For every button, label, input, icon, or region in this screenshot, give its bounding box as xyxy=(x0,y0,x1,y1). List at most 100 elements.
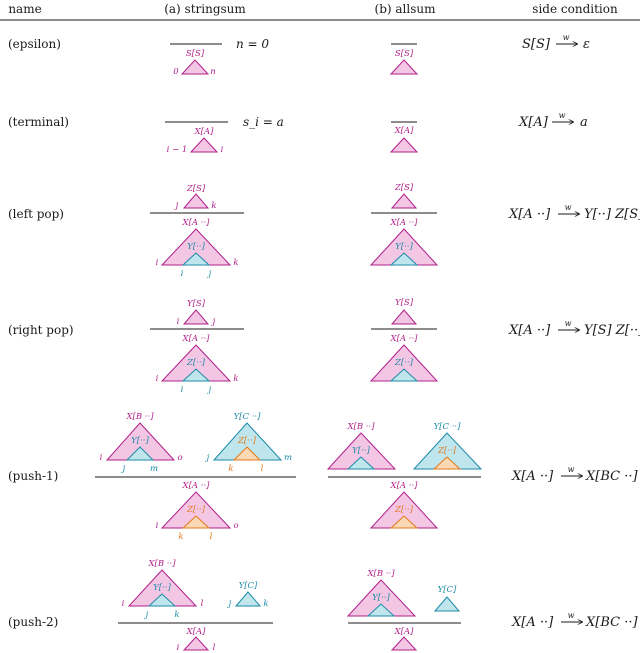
premise2-label: Y[C] xyxy=(438,585,457,595)
premise2-span-right: k xyxy=(263,599,268,609)
top-triangle xyxy=(182,193,210,209)
item-triangle xyxy=(389,137,419,153)
inner-label: Z[··] xyxy=(394,358,414,368)
header-side-condition: side condition xyxy=(532,2,618,16)
item-label: S[S] xyxy=(186,49,205,59)
item-triangle xyxy=(182,636,210,651)
premise1-inner-label: Y[··] xyxy=(131,436,149,446)
item-label: X[A ··] xyxy=(182,334,211,344)
cond-lhs: X[A] xyxy=(518,115,549,130)
cond-rhs: Y[S] Z[··] xyxy=(584,323,640,338)
premise1-label: X[B ··] xyxy=(147,559,176,569)
cond-weight: w xyxy=(559,111,566,120)
top-triangle xyxy=(182,309,210,325)
inner-span-left: i xyxy=(181,269,184,279)
premise1-inner-label: Y[··] xyxy=(372,593,390,603)
premise1-inner-span-left: j xyxy=(121,464,126,474)
span-left: i − 1 xyxy=(167,145,188,155)
span-right: l xyxy=(213,643,216,653)
top-span-right: j xyxy=(211,317,216,327)
inner-label: Y[··] xyxy=(187,242,205,252)
top-span-left: i xyxy=(177,317,180,327)
premise2-triangle xyxy=(433,596,461,612)
premise2-span-left: j xyxy=(205,453,210,463)
cond-weight: w xyxy=(568,465,575,474)
top-item-label: Z[S] xyxy=(186,184,206,194)
premise2-label: Y[C ··] xyxy=(434,422,462,432)
cond-lhs: X[A ··] xyxy=(508,207,551,222)
inner-span-right: l xyxy=(210,532,213,542)
outer-span-left: i xyxy=(156,258,159,268)
top-span-right: k xyxy=(211,201,216,211)
inner-triangle xyxy=(181,368,211,382)
top-triangle xyxy=(390,193,418,209)
cond-rhs: X[BC ··] xyxy=(585,615,638,630)
premise1-inner-triangle xyxy=(366,603,396,617)
cond-rhs: a xyxy=(580,115,588,130)
cond-lhs: S[S] xyxy=(522,37,551,52)
item-label: X[A ··] xyxy=(182,481,211,491)
premise2-triangle xyxy=(234,591,262,607)
inner-span-left: i xyxy=(181,385,184,395)
item-label: X[A ··] xyxy=(182,218,211,228)
cond-lhs: X[A ··] xyxy=(511,469,554,484)
item-label: X[A ··] xyxy=(390,334,419,344)
premise1-inner-span-right: k xyxy=(174,610,179,620)
outer-span-right: k xyxy=(233,374,238,384)
top-item-label: Y[S] xyxy=(187,299,206,309)
premise1-span-left: i xyxy=(122,599,125,609)
span-left: 0 xyxy=(173,67,179,77)
item-label: X[A] xyxy=(394,126,415,136)
premise2-inner-label: Z[··] xyxy=(237,436,257,446)
inner-triangle xyxy=(389,368,419,382)
row-label-push-1: (push-1) xyxy=(8,469,58,483)
inner-label: Z[··] xyxy=(186,358,206,368)
item-triangle xyxy=(390,636,418,651)
premise2-inner-triangle xyxy=(232,446,262,461)
row-label-right-pop: (right pop) xyxy=(8,323,74,337)
premise1-label: X[B ··] xyxy=(346,422,375,432)
cond-rhs: ε xyxy=(583,37,590,52)
premise1-inner-triangle xyxy=(147,593,177,607)
item-triangle xyxy=(389,59,419,75)
inner-label: Y[··] xyxy=(395,242,413,252)
premise2-label: Y[C] xyxy=(239,581,258,591)
inner-label: Z[··] xyxy=(186,505,206,515)
inner-span-right: j xyxy=(207,269,212,279)
item-label: X[A] xyxy=(394,627,415,637)
row-label-left-pop: (left pop) xyxy=(8,207,64,221)
premise2-inner-label: Z[··] xyxy=(437,446,457,456)
span-left: i xyxy=(177,643,180,653)
premise2-span-right: m xyxy=(284,453,292,463)
inner-triangle xyxy=(181,252,211,266)
inner-span-right: j xyxy=(207,385,212,395)
premise1-inner-label: Y[··] xyxy=(352,446,370,456)
span-right: n xyxy=(210,67,215,77)
cond-rhs: Y[··] Z[S] xyxy=(584,207,640,222)
premise1-inner-triangle xyxy=(346,456,376,470)
premise: s_i = a xyxy=(243,115,284,129)
inner-triangle xyxy=(181,515,211,529)
item-triangle xyxy=(189,137,219,153)
cond-weight: w xyxy=(565,203,572,212)
premise1-label: X[B ··] xyxy=(366,569,395,579)
premise1-span-right: l xyxy=(201,599,204,609)
inner-label: Z[··] xyxy=(394,505,414,515)
premise1-inner-triangle xyxy=(125,446,155,461)
outer-span-left: i xyxy=(156,521,159,531)
premise2-label: Y[C ··] xyxy=(234,412,262,422)
inner-triangle xyxy=(389,515,419,529)
top-item-label: Z[S] xyxy=(394,183,414,193)
row-label-push-2: (push-2) xyxy=(8,615,58,629)
header-stringsum: (a) stringsum xyxy=(164,2,246,16)
row-label-terminal: (terminal) xyxy=(8,115,69,129)
cond-weight: w xyxy=(563,33,570,42)
outer-span-left: i xyxy=(156,374,159,384)
premise: n = 0 xyxy=(236,37,269,51)
item-label: S[S] xyxy=(395,49,414,59)
item-label: X[A] xyxy=(194,127,215,137)
cond-lhs: X[A ··] xyxy=(508,323,551,338)
premise2-span-left: j xyxy=(227,599,232,609)
item-label: X[A] xyxy=(186,627,207,637)
cond-weight: w xyxy=(565,319,572,328)
